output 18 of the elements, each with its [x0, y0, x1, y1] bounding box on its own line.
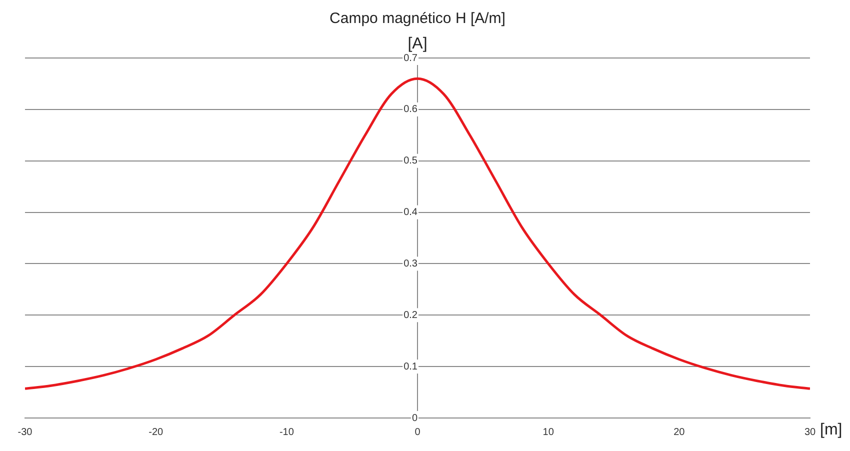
- y-tick-label: 0.3: [404, 258, 418, 270]
- x-axis-title: [m]: [820, 421, 842, 438]
- x-tick-label: -10: [279, 426, 294, 438]
- x-tick-label: 30: [804, 426, 816, 438]
- y-tick-label: 0.1: [404, 361, 418, 372]
- y-tick-label: 0.4: [404, 207, 418, 218]
- chart-title: Campo magnético H [A/m]: [330, 10, 506, 28]
- y-tick-label: 0.5: [404, 156, 418, 167]
- x-tick-label: 20: [674, 426, 686, 438]
- y-tick-label: 0.6: [404, 104, 418, 116]
- x-tick-label: -30: [18, 426, 33, 438]
- line-series: [25, 77, 810, 390]
- y-tick-label: 0.2: [404, 310, 418, 321]
- x-tick-label: -20: [148, 426, 164, 438]
- x-tick-label: 10: [542, 426, 554, 438]
- y-tick-label: 0.7: [404, 52, 418, 64]
- y-axis-title: [A]: [408, 35, 428, 52]
- y-tick-label: 0: [412, 412, 418, 424]
